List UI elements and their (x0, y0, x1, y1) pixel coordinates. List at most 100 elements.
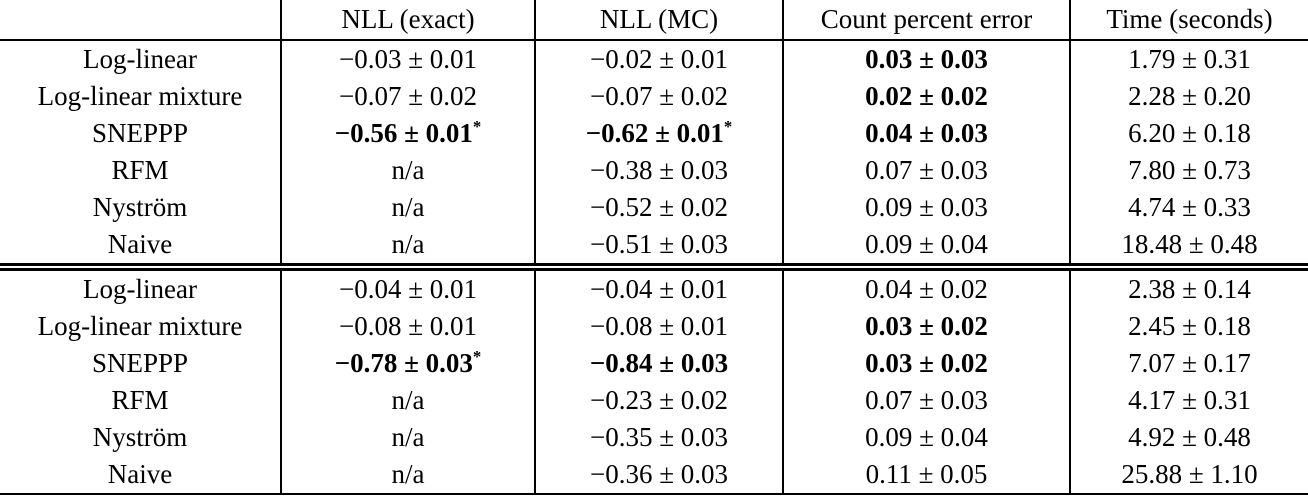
table-cell: −0.38 ± 0.03 (534, 152, 783, 189)
table-cell: 0.03 ± 0.03 (782, 40, 1070, 78)
cell-value: 0.09 ± 0.03 (865, 192, 988, 222)
cell-value: −0.04 ± 0.01 (589, 274, 729, 304)
table-row: RFM n/a −0.38 ± 0.03 0.07 ± 0.03 7.80 ± 0.73 (0, 152, 1308, 189)
cell-value: n/a (391, 422, 425, 452)
table-row: Log-linear −0.03 ± 0.01 −0.02 ± 0.01 0.03 ±… (0, 40, 1308, 78)
cell-value: −0.03 ± 0.01 (338, 44, 478, 74)
results-block-1: Log-linear −0.03 ± 0.01 −0.02 ± 0.01 0.03 ±… (0, 40, 1308, 267)
cell-value: 2.38 ± 0.14 (1128, 274, 1251, 304)
table-cell: n/a (280, 456, 535, 494)
cell-value: 0.07 ± 0.03 (865, 385, 988, 415)
cell-value: −0.35 ± 0.03 (589, 422, 729, 452)
table-cell: −0.23 ± 0.02 (534, 382, 783, 419)
column-header-time-seconds: Time (seconds) (1069, 0, 1308, 40)
row-label: Nyström (92, 192, 188, 222)
table-cell: n/a (280, 189, 535, 226)
table-cell: −0.62 ± 0.01* (534, 115, 783, 152)
row-label: Nyström (92, 422, 188, 452)
table-row: Log-linear mixture −0.07 ± 0.02 −0.07 ± 0.… (0, 78, 1308, 115)
cell-value: 0.04 ± 0.02 (865, 274, 988, 304)
table-cell: −0.07 ± 0.02 (280, 78, 535, 115)
cell-value: −0.08 ± 0.01 (338, 311, 478, 341)
column-header-count-percent-error: Count percent error (782, 0, 1070, 40)
row-label: RFM (111, 385, 169, 415)
cell-value: −0.52 ± 0.02 (589, 192, 729, 222)
cell-value: n/a (391, 459, 425, 489)
results-block-2: Log-linear −0.04 ± 0.01 −0.04 ± 0.01 0.04 ±… (0, 267, 1308, 494)
row-label: Naive (107, 459, 173, 489)
cell-value: 7.80 ± 0.73 (1128, 155, 1251, 185)
table-cell: 0.02 ± 0.02 (782, 78, 1070, 115)
significance-star: * (472, 347, 482, 366)
table-cell: 25.88 ± 1.10 (1069, 456, 1308, 494)
cell-value: n/a (391, 229, 425, 259)
cell-value: 25.88 ± 1.10 (1121, 459, 1258, 489)
cell-value: 18.48 ± 0.48 (1121, 229, 1258, 259)
table-row: Nyström n/a −0.35 ± 0.03 0.09 ± 0.04 4.92 ± … (0, 419, 1308, 456)
table-header: NLL (exact) NLL (MC) Count percent error… (0, 0, 1308, 40)
table-cell: 4.17 ± 0.31 (1069, 382, 1308, 419)
cell-value: 0.11 ± 0.05 (865, 459, 988, 489)
cell-value: 4.74 ± 0.33 (1128, 192, 1251, 222)
table-cell: −0.56 ± 0.01* (280, 115, 535, 152)
table-row: SNEPPP −0.78 ± 0.03* −0.84 ± 0.03 0.03 ± 0.… (0, 345, 1308, 382)
table-cell: 2.45 ± 0.18 (1069, 308, 1308, 345)
cell-value: −0.51 ± 0.03 (589, 229, 729, 259)
table-cell: −0.04 ± 0.01 (280, 267, 535, 308)
cell-value: 0.02 ± 0.02 (865, 81, 988, 111)
row-label: SNEPPP (91, 118, 189, 148)
table-cell: 7.80 ± 0.73 (1069, 152, 1308, 189)
cell-value: 7.07 ± 0.17 (1128, 348, 1251, 378)
cell-value: 0.03 ± 0.02 (865, 348, 988, 378)
cell-value: −0.07 ± 0.02 (589, 81, 729, 111)
cell-value: 1.79 ± 0.31 (1128, 44, 1251, 74)
cell-value: 0.04 ± 0.03 (865, 118, 988, 148)
row-label: RFM (111, 155, 169, 185)
cell-value: 2.28 ± 0.20 (1128, 81, 1251, 111)
table-cell: −0.08 ± 0.01 (534, 308, 783, 345)
table-row: Log-linear −0.04 ± 0.01 −0.04 ± 0.01 0.04 ±… (0, 267, 1308, 308)
table-row: Naive n/a −0.36 ± 0.03 0.11 ± 0.05 25.88 ± 1… (0, 456, 1308, 494)
row-label: SNEPPP (91, 348, 189, 378)
table-cell: 0.09 ± 0.03 (782, 189, 1070, 226)
table-cell: n/a (280, 419, 535, 456)
table-cell: −0.51 ± 0.03 (534, 226, 783, 267)
cell-value: −0.38 ± 0.03 (589, 155, 729, 185)
cell-value: −0.56 ± 0.01 (334, 118, 473, 148)
table-cell: 7.07 ± 0.17 (1069, 345, 1308, 382)
table-cell: 2.38 ± 0.14 (1069, 267, 1308, 308)
table-cell: n/a (280, 382, 535, 419)
table-cell: 18.48 ± 0.48 (1069, 226, 1308, 267)
table-cell: −0.36 ± 0.03 (534, 456, 783, 494)
table-cell: −0.78 ± 0.03* (280, 345, 535, 382)
table-cell: 0.07 ± 0.03 (782, 382, 1070, 419)
column-header-nll-mc: NLL (MC) (534, 0, 783, 40)
table-cell: −0.35 ± 0.03 (534, 419, 783, 456)
table-cell: −0.52 ± 0.02 (534, 189, 783, 226)
cell-value: n/a (391, 155, 425, 185)
cell-value: −0.62 ± 0.01 (585, 118, 724, 148)
table-row: SNEPPP −0.56 ± 0.01* −0.62 ± 0.01* 0.04 ± 0… (0, 115, 1308, 152)
column-header-nll-exact: NLL (exact) (280, 0, 535, 40)
significance-star: * (723, 117, 733, 136)
cell-value: −0.04 ± 0.01 (338, 274, 478, 304)
table-cell: 2.28 ± 0.20 (1069, 78, 1308, 115)
cell-value: 0.03 ± 0.02 (865, 311, 988, 341)
row-label: Log-linear mixture (37, 311, 243, 341)
cell-value: −0.78 ± 0.03 (334, 348, 473, 378)
table-row: Log-linear mixture −0.08 ± 0.01 −0.08 ± 0.… (0, 308, 1308, 345)
cell-value: −0.02 ± 0.01 (589, 44, 729, 74)
table-cell: 0.03 ± 0.02 (782, 345, 1070, 382)
cell-value: 0.07 ± 0.03 (865, 155, 988, 185)
cell-value: 0.09 ± 0.04 (865, 422, 988, 452)
cell-value: −0.23 ± 0.02 (589, 385, 729, 415)
column-header-empty (0, 0, 281, 40)
table-cell: n/a (280, 152, 535, 189)
table-cell: 4.92 ± 0.48 (1069, 419, 1308, 456)
cell-value: 2.45 ± 0.18 (1128, 311, 1251, 341)
table-row: RFM n/a −0.23 ± 0.02 0.07 ± 0.03 4.17 ± 0.31 (0, 382, 1308, 419)
cell-value: n/a (391, 192, 425, 222)
table-cell: 0.04 ± 0.02 (782, 267, 1070, 308)
table-row: Naive n/a −0.51 ± 0.03 0.09 ± 0.04 18.48 ± 0… (0, 226, 1308, 267)
